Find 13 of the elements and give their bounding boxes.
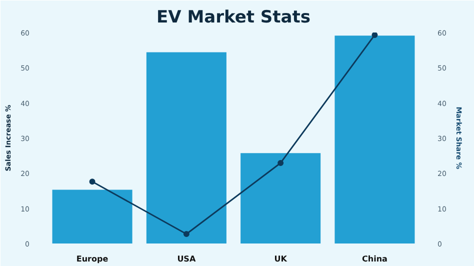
x-tick-label: China xyxy=(362,254,388,264)
bar xyxy=(334,36,415,244)
x-tick-label: UK xyxy=(274,254,288,264)
point xyxy=(372,32,378,38)
point xyxy=(89,178,96,185)
chart-title: EV Market Stats xyxy=(156,8,310,28)
x-tick-label: USA xyxy=(177,254,196,264)
x-tick-label: Europe xyxy=(76,254,109,264)
bar xyxy=(52,190,132,244)
bar xyxy=(240,153,321,244)
point xyxy=(183,231,190,237)
bar xyxy=(146,52,226,244)
point xyxy=(278,160,284,166)
